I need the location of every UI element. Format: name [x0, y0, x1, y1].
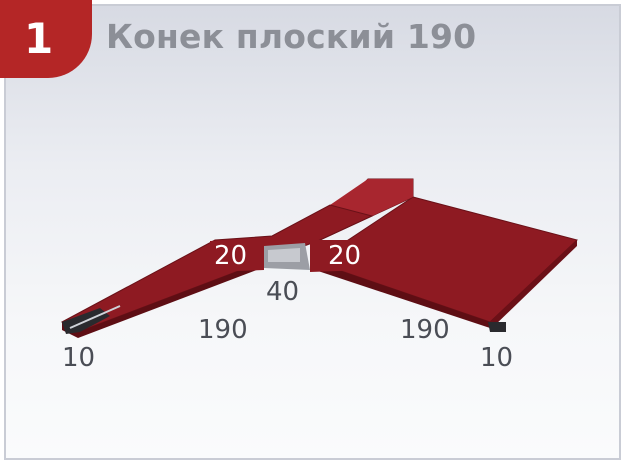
- dimension-left-slope: 190: [198, 315, 248, 345]
- number-badge: 1: [0, 0, 92, 78]
- dimension-ridge-gap: 40: [266, 277, 299, 307]
- right-panel-end: [490, 240, 577, 328]
- ridge-top-face: [330, 179, 413, 216]
- dimension-left-hem: 10: [62, 343, 95, 373]
- ridge-gap-highlight: [268, 248, 300, 262]
- dimension-right-flange: 20: [328, 241, 361, 271]
- right-flange: [310, 240, 370, 272]
- dimension-right-hem: 10: [480, 343, 513, 373]
- right-hem: [488, 322, 506, 332]
- badge-number: 1: [24, 14, 54, 63]
- right-slope-edge: [315, 262, 490, 328]
- left-flange: [210, 238, 264, 272]
- product-title: Конек плоский 190: [106, 17, 477, 56]
- dimension-left-flange: 20: [214, 241, 247, 271]
- dimension-right-slope: 190: [400, 315, 450, 345]
- left-hem-line: [69, 305, 121, 329]
